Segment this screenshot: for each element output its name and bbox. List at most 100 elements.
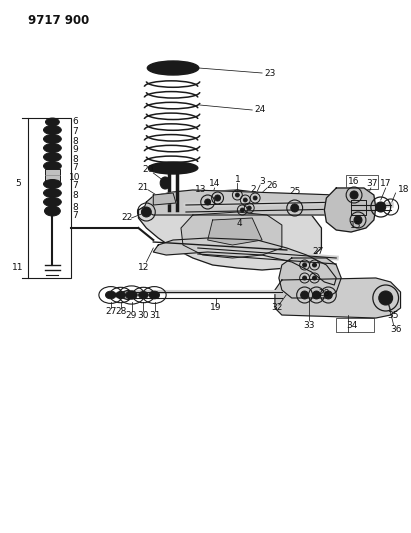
Text: 1: 1	[235, 175, 240, 184]
Ellipse shape	[48, 208, 57, 214]
Circle shape	[312, 263, 316, 267]
Polygon shape	[114, 290, 129, 300]
Ellipse shape	[148, 162, 198, 174]
Circle shape	[302, 263, 307, 267]
Polygon shape	[139, 190, 321, 270]
Ellipse shape	[139, 292, 148, 298]
Text: 11: 11	[12, 263, 23, 272]
Text: 7: 7	[72, 182, 78, 190]
Circle shape	[240, 208, 244, 212]
Text: 15: 15	[350, 222, 362, 230]
Text: 7: 7	[72, 164, 78, 173]
Text: 37: 37	[366, 180, 378, 189]
Text: 8: 8	[72, 190, 78, 199]
Ellipse shape	[48, 182, 56, 186]
Circle shape	[383, 295, 389, 301]
Polygon shape	[153, 238, 336, 285]
Ellipse shape	[44, 161, 61, 171]
Text: 13: 13	[195, 184, 206, 193]
Text: 36: 36	[390, 326, 402, 335]
Bar	[28, 118, 71, 278]
Text: 35: 35	[387, 311, 398, 319]
Circle shape	[141, 207, 151, 217]
Text: 8: 8	[72, 155, 78, 164]
Circle shape	[302, 276, 307, 280]
Text: 19: 19	[210, 303, 222, 312]
Text: 21: 21	[138, 182, 149, 191]
Text: 24: 24	[254, 106, 266, 115]
Text: 3: 3	[259, 177, 265, 187]
Circle shape	[376, 202, 386, 212]
Text: 27: 27	[313, 247, 324, 256]
Polygon shape	[279, 258, 341, 298]
Ellipse shape	[149, 291, 159, 299]
Text: 28: 28	[115, 308, 126, 317]
Circle shape	[354, 216, 362, 224]
Polygon shape	[324, 188, 376, 232]
Text: 18: 18	[397, 185, 409, 195]
Ellipse shape	[148, 61, 199, 75]
Polygon shape	[275, 278, 401, 318]
Circle shape	[291, 204, 299, 212]
Ellipse shape	[163, 180, 168, 186]
Ellipse shape	[46, 118, 59, 126]
Text: 2: 2	[250, 184, 256, 193]
Text: 25: 25	[289, 187, 300, 196]
Ellipse shape	[106, 291, 116, 299]
Ellipse shape	[163, 65, 183, 71]
Text: 26: 26	[266, 181, 278, 190]
Polygon shape	[153, 193, 176, 205]
Text: 8: 8	[72, 136, 78, 146]
Circle shape	[253, 196, 257, 200]
Circle shape	[379, 291, 393, 305]
Ellipse shape	[48, 137, 56, 141]
Text: 22: 22	[121, 214, 132, 222]
Text: 16: 16	[348, 177, 360, 187]
Text: 9: 9	[72, 146, 78, 155]
Text: 23: 23	[264, 69, 276, 77]
Ellipse shape	[155, 63, 191, 73]
Ellipse shape	[160, 177, 170, 189]
Ellipse shape	[126, 291, 137, 299]
Circle shape	[324, 291, 332, 299]
Text: 30: 30	[138, 311, 149, 319]
Ellipse shape	[44, 152, 61, 161]
Polygon shape	[208, 218, 262, 245]
Text: 28: 28	[319, 288, 330, 297]
Text: 17: 17	[380, 180, 391, 189]
Ellipse shape	[116, 292, 125, 298]
Bar	[44, 169, 60, 181]
Text: 10: 10	[69, 173, 81, 182]
Ellipse shape	[48, 155, 56, 159]
Polygon shape	[143, 190, 354, 215]
Ellipse shape	[48, 164, 56, 168]
Ellipse shape	[48, 128, 56, 132]
Ellipse shape	[44, 134, 61, 143]
Circle shape	[247, 206, 251, 210]
Circle shape	[243, 198, 247, 202]
Text: 32: 32	[271, 303, 283, 312]
Text: 27: 27	[105, 308, 116, 317]
Circle shape	[312, 291, 321, 299]
Text: 14: 14	[209, 180, 220, 189]
Circle shape	[205, 199, 211, 205]
Polygon shape	[181, 212, 282, 258]
Text: 6: 6	[72, 117, 78, 126]
Circle shape	[350, 191, 358, 199]
Ellipse shape	[44, 198, 61, 206]
Circle shape	[312, 276, 316, 280]
Bar	[346, 175, 378, 189]
Text: 9717 900: 9717 900	[28, 14, 89, 27]
Bar	[336, 318, 374, 332]
Ellipse shape	[44, 143, 61, 152]
Text: 12: 12	[138, 263, 149, 272]
Ellipse shape	[48, 200, 56, 204]
Ellipse shape	[48, 146, 56, 150]
Text: 7: 7	[72, 127, 78, 136]
Ellipse shape	[48, 191, 56, 195]
Circle shape	[215, 195, 221, 201]
Text: 8: 8	[72, 203, 78, 212]
Text: 7: 7	[72, 212, 78, 221]
Circle shape	[236, 193, 239, 197]
Circle shape	[301, 291, 309, 299]
